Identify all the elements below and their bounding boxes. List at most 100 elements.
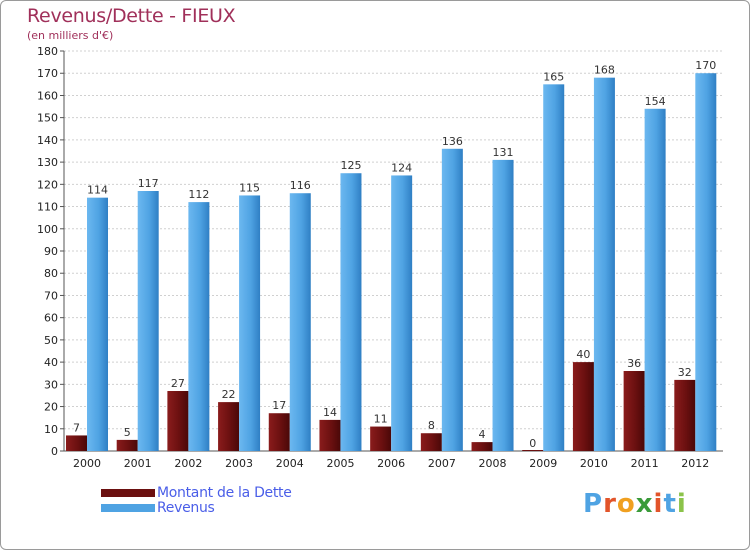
y-tick-label: 150 (37, 112, 58, 125)
y-tick-label: 130 (37, 156, 58, 169)
logo-letter: i (653, 489, 664, 519)
data-label-dette-2012: 32 (678, 366, 692, 379)
bar-revenus-2011 (644, 108, 666, 452)
data-label-dette-2004: 17 (272, 399, 286, 412)
legend-swatch-dette (101, 488, 155, 497)
bar-dette-2004 (268, 413, 290, 451)
data-label-revenus-2008: 131 (493, 146, 514, 159)
data-label-revenus-2001: 117 (138, 177, 159, 190)
y-tick-label: 140 (37, 134, 58, 147)
y-tick-label: 90 (44, 245, 58, 258)
x-tick-label-2000: 2000 (73, 457, 101, 470)
data-label-dette-2009: 0 (529, 437, 536, 450)
y-tick-label: 30 (44, 378, 58, 391)
data-label-dette-2008: 4 (479, 428, 486, 441)
data-label-revenus-2004: 116 (290, 179, 311, 192)
bar-revenus-2008 (492, 159, 514, 451)
data-label-dette-2003: 22 (222, 388, 236, 401)
logo-letter: i (676, 489, 687, 519)
logo-letter: o (616, 489, 636, 519)
y-tick-label: 20 (44, 401, 58, 414)
legend-item-dette: Montant de la Dette (101, 484, 292, 501)
y-tick-label: 0 (51, 445, 58, 458)
bar-revenus-2000 (87, 197, 108, 451)
bar-dette-2001 (116, 439, 138, 451)
x-tick-label-2008: 2008 (479, 457, 507, 470)
proxiti-logo: Proxiti (583, 489, 687, 519)
logo-letter: r (603, 489, 617, 519)
x-tick-label-2003: 2003 (225, 457, 253, 470)
legend-label-dette: Montant de la Dette (157, 484, 292, 501)
bar-dette-2000 (66, 435, 87, 451)
data-label-dette-2007: 8 (428, 419, 435, 432)
data-label-dette-2011: 36 (627, 357, 641, 370)
data-label-revenus-2012: 170 (695, 59, 716, 72)
data-label-dette-2000: 7 (73, 421, 80, 434)
y-tick-label: 100 (37, 223, 58, 236)
y-tick-label: 120 (37, 178, 58, 191)
data-label-dette-2001: 5 (124, 426, 131, 439)
bar-dette-2012 (674, 379, 696, 451)
bar-revenus-2005 (340, 173, 362, 451)
bar-dette-2009 (522, 450, 544, 451)
y-tick-label: 180 (37, 45, 58, 58)
x-tick-label-2006: 2006 (377, 457, 405, 470)
bar-dette-2005 (319, 419, 341, 451)
x-tick-label-2007: 2007 (428, 457, 456, 470)
y-tick-label: 170 (37, 67, 58, 80)
y-tick-label: 80 (44, 267, 58, 280)
data-label-dette-2006: 11 (374, 413, 388, 426)
bar-revenus-2003 (239, 195, 261, 451)
y-tick-label: 70 (44, 289, 58, 302)
x-tick-label-2005: 2005 (326, 457, 354, 470)
bar-dette-2010 (572, 362, 594, 451)
y-tick-label: 110 (37, 201, 58, 214)
x-tick-label-2009: 2009 (529, 457, 557, 470)
data-label-dette-2010: 40 (576, 348, 590, 361)
bar-revenus-2002 (188, 202, 210, 451)
x-tick-label-2004: 2004 (276, 457, 304, 470)
y-tick-label: 60 (44, 312, 58, 325)
legend-swatch-revenus (101, 503, 155, 512)
data-label-revenus-2003: 115 (239, 181, 260, 194)
y-tick-label: 50 (44, 334, 58, 347)
x-tick-label-2012: 2012 (681, 457, 709, 470)
bar-revenus-2004 (289, 193, 311, 451)
bar-revenus-2010 (593, 77, 615, 452)
bar-dette-2006 (370, 426, 392, 451)
logo-letter: P (583, 489, 604, 519)
y-tick-label: 10 (44, 423, 58, 436)
data-label-revenus-2010: 168 (594, 64, 615, 77)
bar-revenus-2006 (391, 175, 413, 451)
data-label-dette-2002: 27 (171, 377, 185, 390)
chart-legend: Montant de la Dette Revenus (101, 484, 292, 516)
x-tick-label-2010: 2010 (580, 457, 608, 470)
data-label-revenus-2000: 114 (87, 184, 108, 197)
bar-dette-2003 (218, 402, 240, 451)
chart-subtitle: (en milliers d'€) (27, 29, 114, 42)
legend-label-revenus: Revenus (157, 499, 215, 516)
logo-letter: x (635, 489, 654, 519)
data-label-revenus-2009: 165 (543, 70, 564, 83)
bar-revenus-2001 (137, 191, 159, 451)
bar-revenus-2012 (695, 73, 717, 451)
data-label-revenus-2011: 154 (645, 95, 666, 108)
data-label-revenus-2002: 112 (188, 188, 209, 201)
bar-dette-2008 (471, 442, 493, 451)
data-label-revenus-2006: 124 (391, 161, 412, 174)
x-tick-label-2011: 2011 (631, 457, 659, 470)
y-tick-label: 40 (44, 356, 58, 369)
data-label-dette-2005: 14 (323, 406, 337, 419)
y-tick-label: 160 (37, 89, 58, 102)
data-label-revenus-2007: 136 (442, 135, 463, 148)
x-tick-label-2001: 2001 (124, 457, 152, 470)
data-label-revenus-2005: 125 (340, 159, 361, 172)
bar-dette-2011 (623, 371, 645, 451)
bar-dette-2007 (420, 433, 442, 451)
chart-title: Revenus/Dette - FIEUX (27, 5, 236, 27)
bar-dette-2002 (167, 391, 189, 451)
bar-revenus-2009 (543, 84, 565, 451)
logo-letter: t (663, 489, 677, 519)
